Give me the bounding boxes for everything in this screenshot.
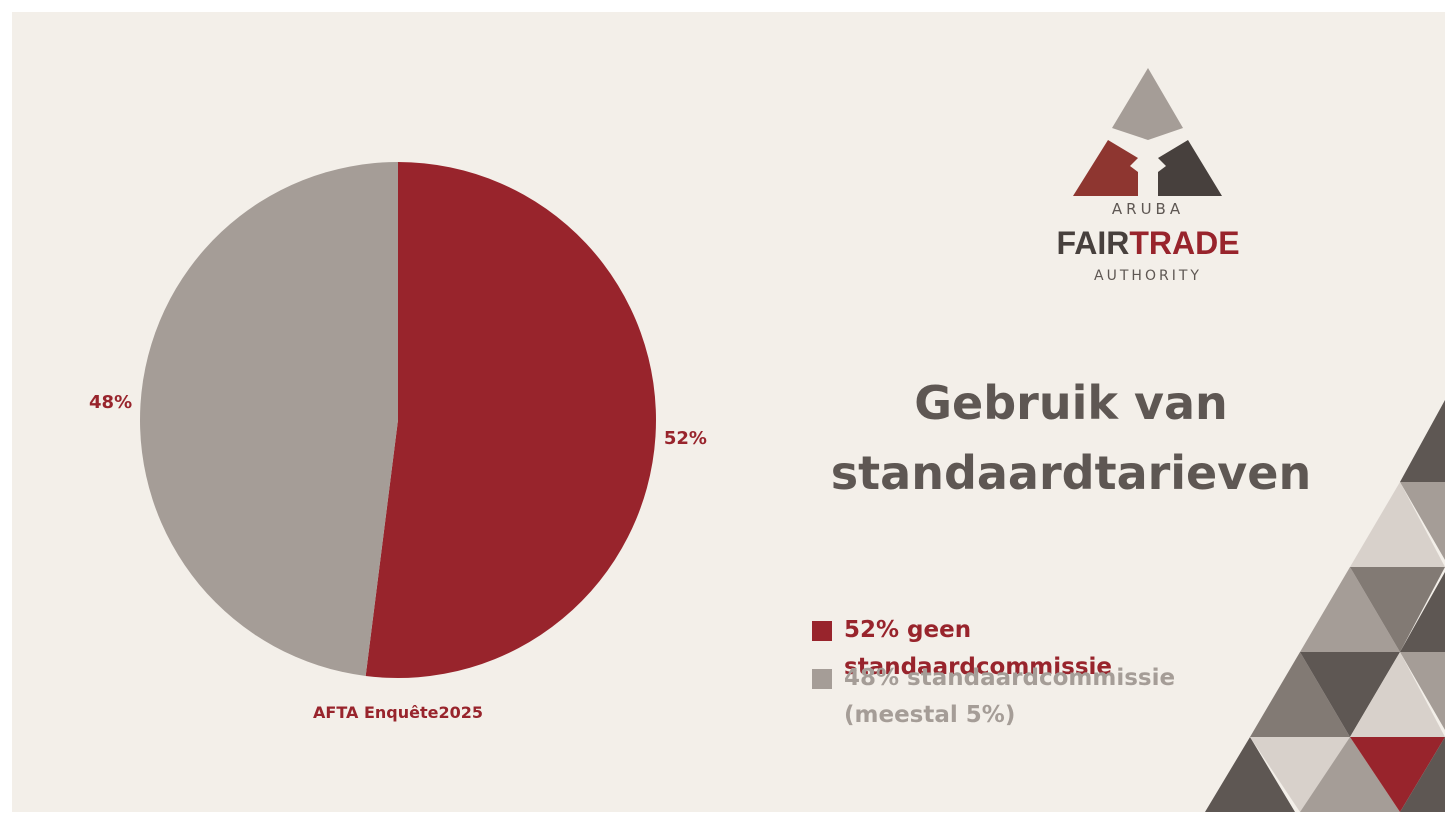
chart-title: Gebruik van standaardtarieven	[821, 368, 1321, 508]
source: AFTA Enquête2025	[313, 703, 483, 722]
logo-top: ARUBA	[1112, 200, 1184, 218]
logo-bottom: AUTHORITY	[1094, 268, 1202, 284]
logo-fair: FAIR	[1056, 225, 1129, 261]
legend-label: 48% standaardcommissie (meestal 5%)	[844, 660, 1204, 734]
legend-item: 48% standaardcommissie (meestal 5%)	[812, 660, 1204, 734]
data-label: 48%	[89, 392, 132, 413]
logo-trade: TRADE	[1129, 225, 1239, 261]
legend-swatch	[812, 669, 832, 689]
logo-main: FAIRTRADE	[1056, 225, 1239, 261]
slide: ARUBA FAIRTRADE AUTHORITY AFTA Enquête20…	[0, 0, 1445, 814]
legend-swatch	[812, 621, 832, 641]
data-label: 52%	[664, 428, 707, 449]
